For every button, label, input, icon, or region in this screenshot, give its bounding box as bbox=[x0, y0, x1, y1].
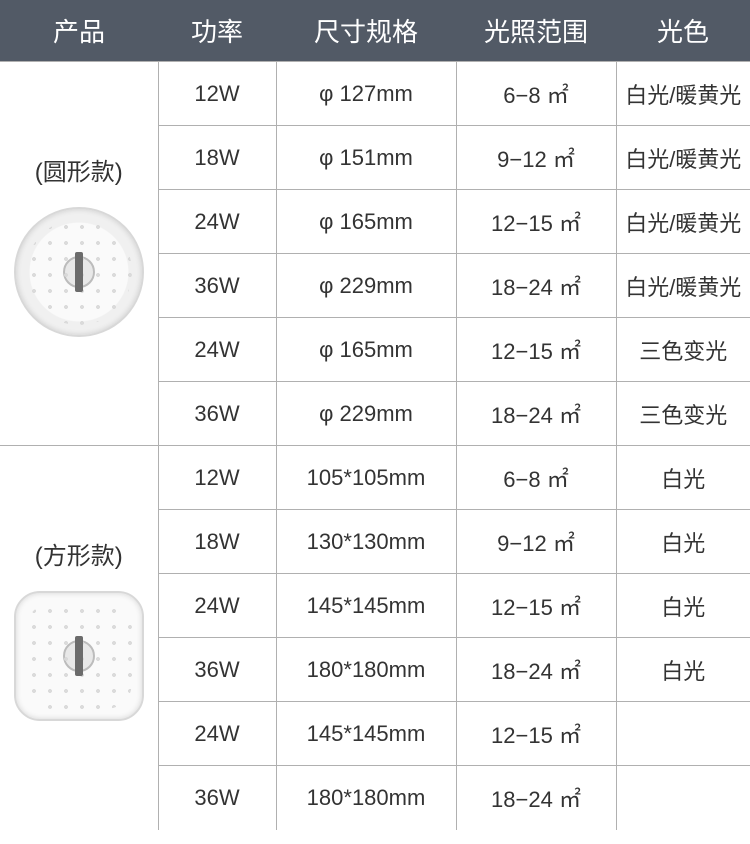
col-power: 功率 bbox=[158, 0, 276, 62]
cell-color: 白光/暖黄光 bbox=[616, 126, 750, 190]
cell-size: 180*180mm bbox=[276, 638, 456, 702]
cell-power: 24W bbox=[158, 318, 276, 382]
led-round-icon bbox=[14, 207, 144, 337]
cell-size: 105*105mm bbox=[276, 446, 456, 510]
cell-color: 白光 bbox=[616, 446, 750, 510]
cell-power: 36W bbox=[158, 382, 276, 446]
table-row: (圆形款) 12W φ 127mm 6−8 ㎡ 白光/暖黄光 bbox=[0, 62, 750, 126]
cell-range: 18−24 ㎡ bbox=[456, 382, 616, 446]
cell-power: 36W bbox=[158, 638, 276, 702]
cell-size: 145*145mm bbox=[276, 702, 456, 766]
cell-size: φ 229mm bbox=[276, 382, 456, 446]
cell-range: 18−24 ㎡ bbox=[456, 638, 616, 702]
cell-color: 白光 bbox=[616, 638, 750, 702]
cell-power: 24W bbox=[158, 574, 276, 638]
cell-size: φ 151mm bbox=[276, 126, 456, 190]
cell-power: 36W bbox=[158, 766, 276, 830]
col-color: 光色 bbox=[616, 0, 750, 62]
cell-range: 9−12 ㎡ bbox=[456, 126, 616, 190]
cell-size: φ 127mm bbox=[276, 62, 456, 126]
cell-size: 180*180mm bbox=[276, 766, 456, 830]
cell-size: 130*130mm bbox=[276, 510, 456, 574]
cell-size: 145*145mm bbox=[276, 574, 456, 638]
cell-color: 三色变光 bbox=[616, 318, 750, 382]
product-cell-round: (圆形款) bbox=[0, 62, 158, 446]
cell-color: 三色变光 bbox=[616, 382, 750, 446]
cell-power: 18W bbox=[158, 510, 276, 574]
product-cell-square: (方形款) bbox=[0, 446, 158, 830]
cell-range: 18−24 ㎡ bbox=[456, 766, 616, 830]
col-size: 尺寸规格 bbox=[276, 0, 456, 62]
col-product: 产品 bbox=[0, 0, 158, 62]
cell-range: 6−8 ㎡ bbox=[456, 62, 616, 126]
cell-size: φ 165mm bbox=[276, 190, 456, 254]
cell-color: 白光/暖黄光 bbox=[616, 62, 750, 126]
cell-range: 12−15 ㎡ bbox=[456, 702, 616, 766]
led-square-icon bbox=[14, 591, 144, 721]
cell-power: 18W bbox=[158, 126, 276, 190]
table-header-row: 产品 功率 尺寸规格 光照范围 光色 bbox=[0, 0, 750, 62]
cell-range: 9−12 ㎡ bbox=[456, 510, 616, 574]
product-label-square: (方形款) bbox=[2, 536, 156, 571]
cell-color: 白光/暖黄光 bbox=[616, 254, 750, 318]
cell-range: 12−15 ㎡ bbox=[456, 318, 616, 382]
spec-table: 产品 功率 尺寸规格 光照范围 光色 (圆形款) 12W φ 127mm 6−8… bbox=[0, 0, 750, 830]
cell-color: 白光 bbox=[616, 510, 750, 574]
cell-power: 12W bbox=[158, 446, 276, 510]
cell-power: 24W bbox=[158, 702, 276, 766]
cell-size: φ 229mm bbox=[276, 254, 456, 318]
cell-color: 白光/暖黄光 bbox=[616, 190, 750, 254]
cell-range: 12−15 ㎡ bbox=[456, 574, 616, 638]
cell-range: 6−8 ㎡ bbox=[456, 446, 616, 510]
cell-size: φ 165mm bbox=[276, 318, 456, 382]
cell-color bbox=[616, 702, 750, 766]
table-row: (方形款) 12W 105*105mm 6−8 ㎡ 白光 bbox=[0, 446, 750, 510]
cell-color: 白光 bbox=[616, 574, 750, 638]
cell-range: 18−24 ㎡ bbox=[456, 254, 616, 318]
cell-power: 12W bbox=[158, 62, 276, 126]
col-range: 光照范围 bbox=[456, 0, 616, 62]
cell-range: 12−15 ㎡ bbox=[456, 190, 616, 254]
product-label-round: (圆形款) bbox=[2, 152, 156, 187]
cell-power: 36W bbox=[158, 254, 276, 318]
cell-power: 24W bbox=[158, 190, 276, 254]
cell-color bbox=[616, 766, 750, 830]
